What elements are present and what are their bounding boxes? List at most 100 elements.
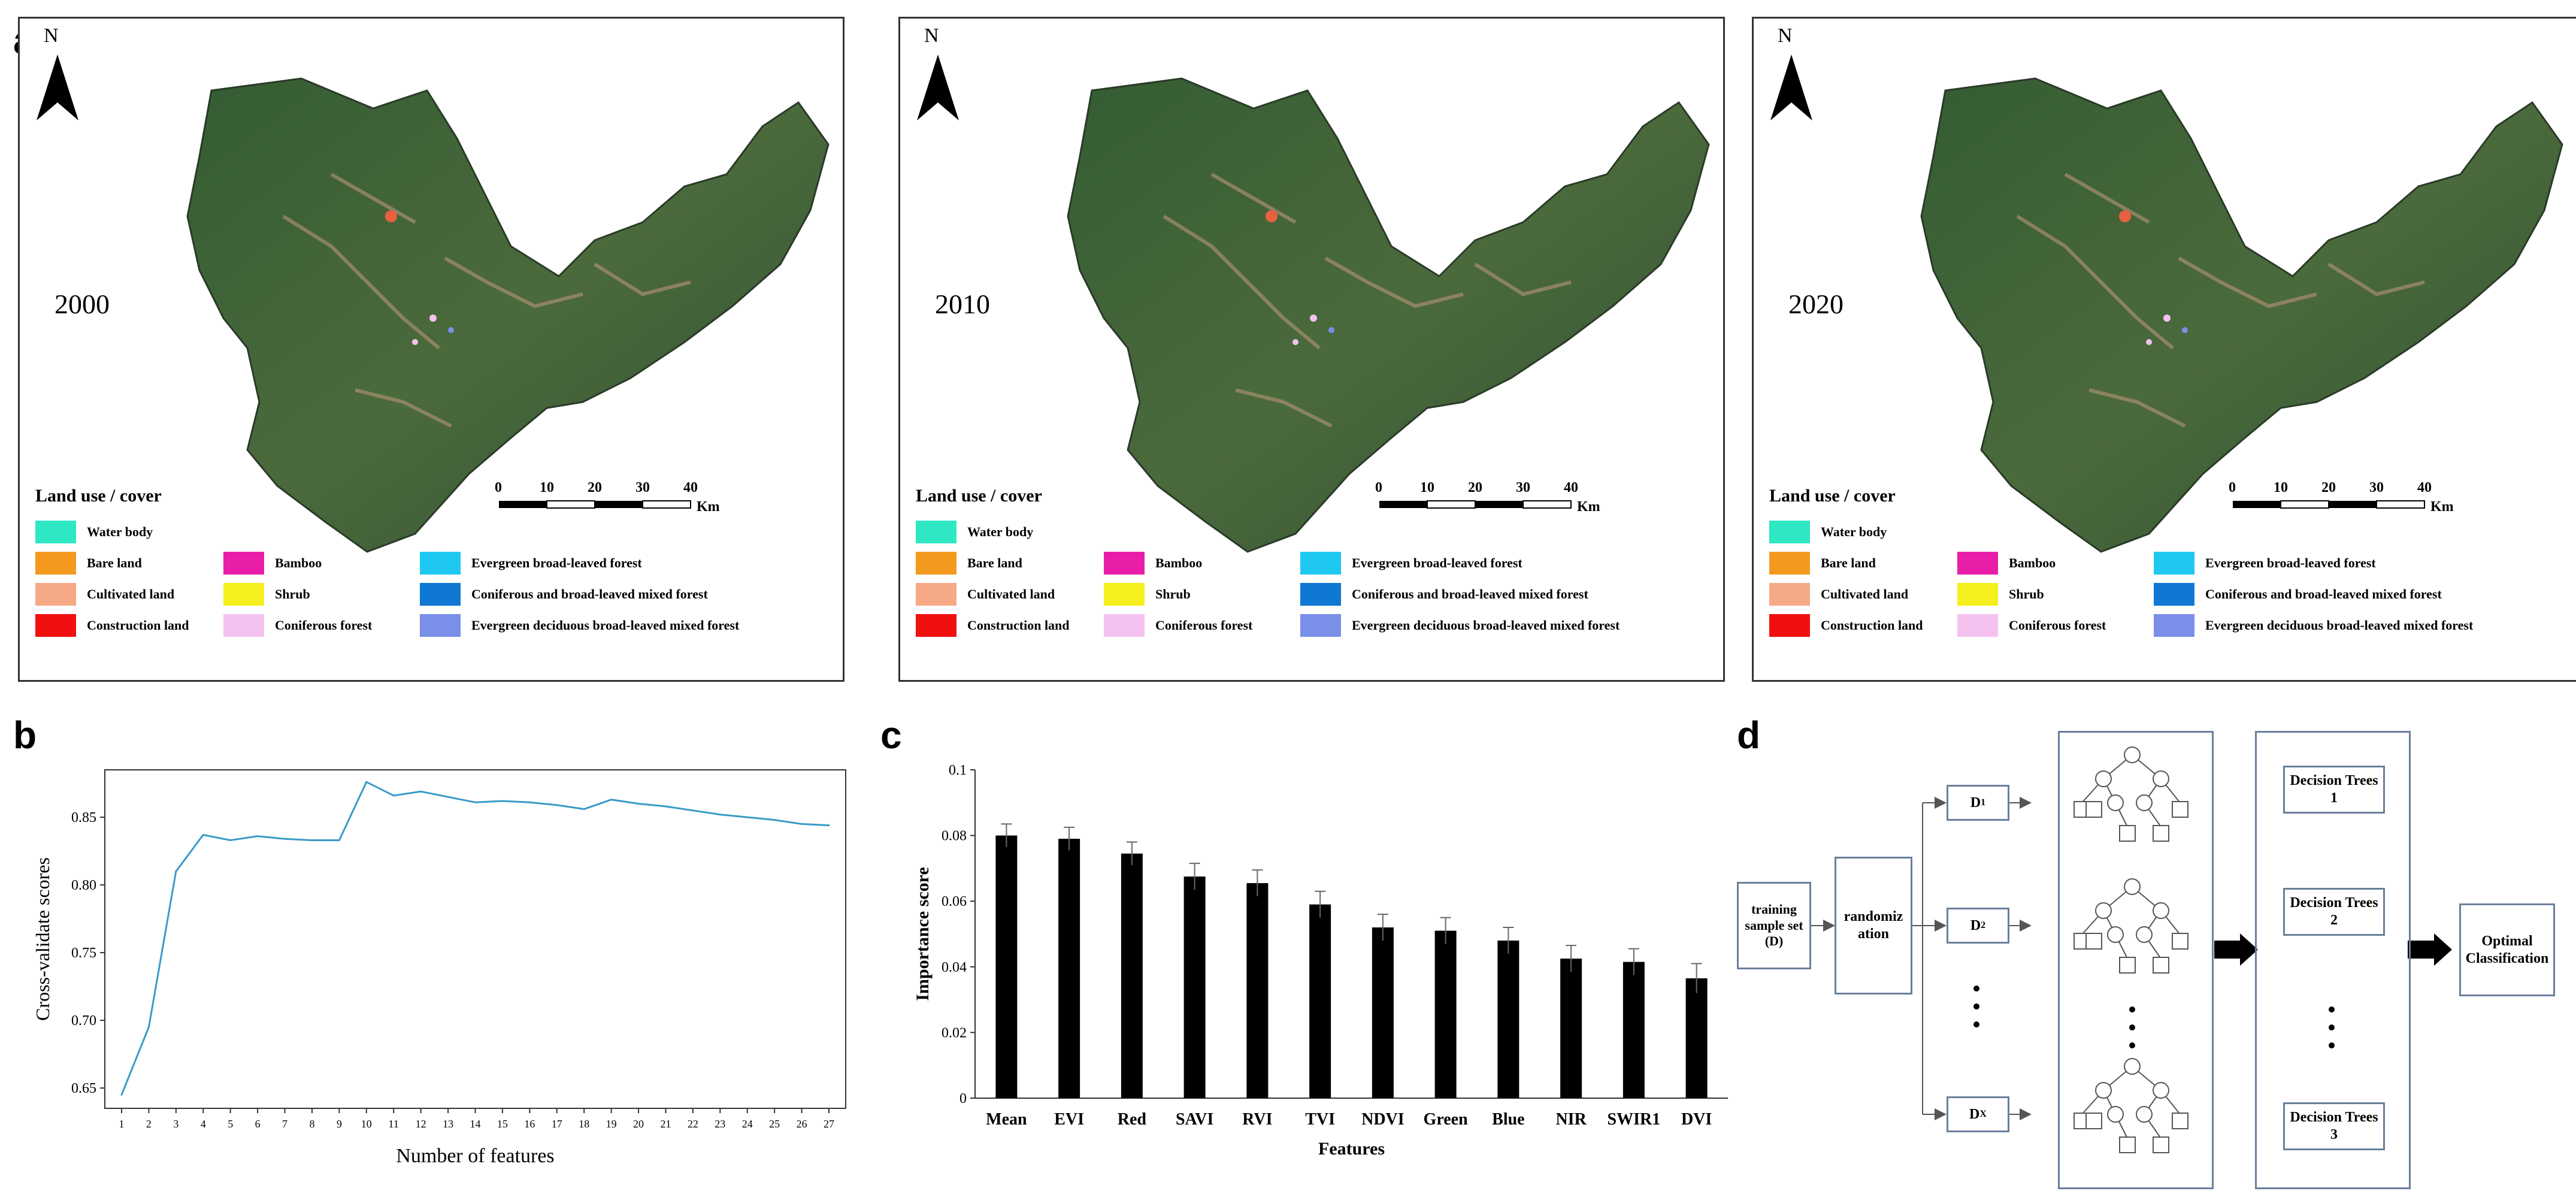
scale-label: 30 xyxy=(2369,480,2384,495)
legend-swatch xyxy=(1957,614,1998,637)
data-point xyxy=(664,805,667,808)
panel-label-b: b xyxy=(13,714,37,757)
north-arrow-icon xyxy=(917,55,959,120)
x-tick-label: Green xyxy=(1424,1110,1469,1129)
legend-label: Water body xyxy=(967,524,1034,539)
y-axis-label: Importance score xyxy=(913,867,933,1001)
legend-label: Water body xyxy=(1821,524,1887,539)
legend-label: Bamboo xyxy=(2009,555,2056,570)
x-tick-label: 24 xyxy=(742,1118,753,1130)
x-tick-label: 27 xyxy=(824,1118,834,1130)
x-tick-label: 3 xyxy=(173,1118,178,1130)
x-tick-label: 6 xyxy=(255,1118,261,1130)
x-tick-label: 16 xyxy=(524,1118,535,1130)
legend-swatch xyxy=(420,614,461,637)
data-point xyxy=(365,781,368,783)
x-axis-label: Number of features xyxy=(396,1145,554,1167)
x-tick-label: 11 xyxy=(389,1118,399,1130)
legend-item: Bamboo xyxy=(223,552,322,575)
legend-label: Bare land xyxy=(87,555,142,570)
x-tick-label: SWIR1 xyxy=(1608,1110,1661,1129)
scale-label: 20 xyxy=(1468,480,1482,495)
scale-label: 40 xyxy=(2417,480,2432,495)
legend-item: Coniferous and broad-leaved mixed forest xyxy=(1300,583,1588,606)
legend-swatch xyxy=(1104,614,1145,637)
legend-label: Bamboo xyxy=(275,555,322,570)
legend-title: Land use / cover xyxy=(916,486,1042,506)
satellite-image xyxy=(1067,77,1710,553)
legend-swatch xyxy=(420,552,461,575)
legend-label: Coniferous and broad-leaved mixed forest xyxy=(2205,587,2442,601)
bar-tvi xyxy=(1309,904,1331,1098)
data-point xyxy=(175,870,177,872)
legend-swatch xyxy=(420,583,461,606)
data-point xyxy=(474,801,476,803)
legend-label: Coniferous forest xyxy=(2009,618,2106,633)
legend-swatch xyxy=(1104,583,1145,606)
legend-item: Coniferous forest xyxy=(223,614,372,637)
scale-label: 20 xyxy=(588,480,602,495)
legend-swatch xyxy=(916,614,956,637)
map-panel-2010: N 2010 Land use / cover xyxy=(898,17,1725,682)
legend-item: Shrub xyxy=(223,583,310,606)
north-arrow-icon xyxy=(1770,55,1812,120)
legend-swatch xyxy=(223,552,264,575)
legend-label: Evergreen broad-leaved forest xyxy=(471,555,642,570)
x-tick-label: 17 xyxy=(552,1118,562,1130)
y-axis-label: Cross-validate scores xyxy=(32,857,53,1021)
bar-nir xyxy=(1560,959,1582,1098)
legend-label: Shrub xyxy=(275,587,310,601)
score-line xyxy=(120,781,830,1095)
x-tick-label: 14 xyxy=(470,1118,481,1130)
scale-bar xyxy=(499,500,691,509)
data-point xyxy=(147,1026,150,1028)
data-point xyxy=(229,839,232,842)
scale-label: 40 xyxy=(683,480,698,495)
map-year: 2010 xyxy=(935,289,990,319)
legend-label: Evergreen deciduous broad-leaved mixed f… xyxy=(471,618,740,633)
scale-unit: Km xyxy=(697,499,720,515)
legend-item: Water body xyxy=(35,521,153,543)
scale-unit: Km xyxy=(1577,499,1600,515)
legend-label: Bare land xyxy=(967,555,1022,570)
data-point xyxy=(583,808,585,811)
legend-item: Evergreen deciduous broad-leaved mixed f… xyxy=(2154,614,2473,637)
data-point xyxy=(773,819,776,821)
legend-item: Evergreen broad-leaved forest xyxy=(1300,552,1522,575)
legend-swatch xyxy=(35,552,76,575)
x-tick-label: 23 xyxy=(715,1118,725,1130)
data-point xyxy=(501,800,504,802)
data-point xyxy=(692,809,694,812)
legend-item: Coniferous forest xyxy=(1104,614,1252,637)
x-tick-label: 20 xyxy=(633,1118,644,1130)
legend-item: Cultivated land xyxy=(916,583,1055,606)
legend-item: Bare land xyxy=(35,552,142,575)
north-arrow-icon xyxy=(37,55,78,120)
x-tick-label: 15 xyxy=(497,1118,508,1130)
y-tick-label: 0.70 xyxy=(71,1013,96,1029)
legend-label: Construction land xyxy=(87,618,189,633)
legend-swatch xyxy=(35,583,76,606)
data-point xyxy=(256,835,259,838)
y-tick-label: 0.80 xyxy=(71,878,96,893)
legend-item: Evergreen deciduous broad-leaved mixed f… xyxy=(1300,614,1620,637)
north-label: N xyxy=(1778,25,1793,47)
legend-item: Water body xyxy=(1769,521,1887,543)
legend-label: Coniferous and broad-leaved mixed forest xyxy=(471,587,708,601)
data-point xyxy=(637,803,640,805)
bar-mean xyxy=(995,835,1018,1098)
scale-bar xyxy=(1379,500,1572,509)
y-tick-label: 0.1 xyxy=(949,763,967,778)
tree-icon xyxy=(2073,878,2188,974)
scale-label: 0 xyxy=(495,480,502,495)
tree-icon xyxy=(2073,746,2188,842)
legend-label: Shrub xyxy=(1155,587,1191,601)
legend-label: Coniferous forest xyxy=(275,618,373,633)
legend-swatch xyxy=(1769,552,1810,575)
panel-label-c: c xyxy=(880,714,902,757)
bar-red xyxy=(1121,853,1143,1098)
scale-label: 10 xyxy=(2274,480,2288,495)
bar-rvi xyxy=(1246,883,1269,1098)
x-tick-label: DVI xyxy=(1681,1110,1712,1129)
